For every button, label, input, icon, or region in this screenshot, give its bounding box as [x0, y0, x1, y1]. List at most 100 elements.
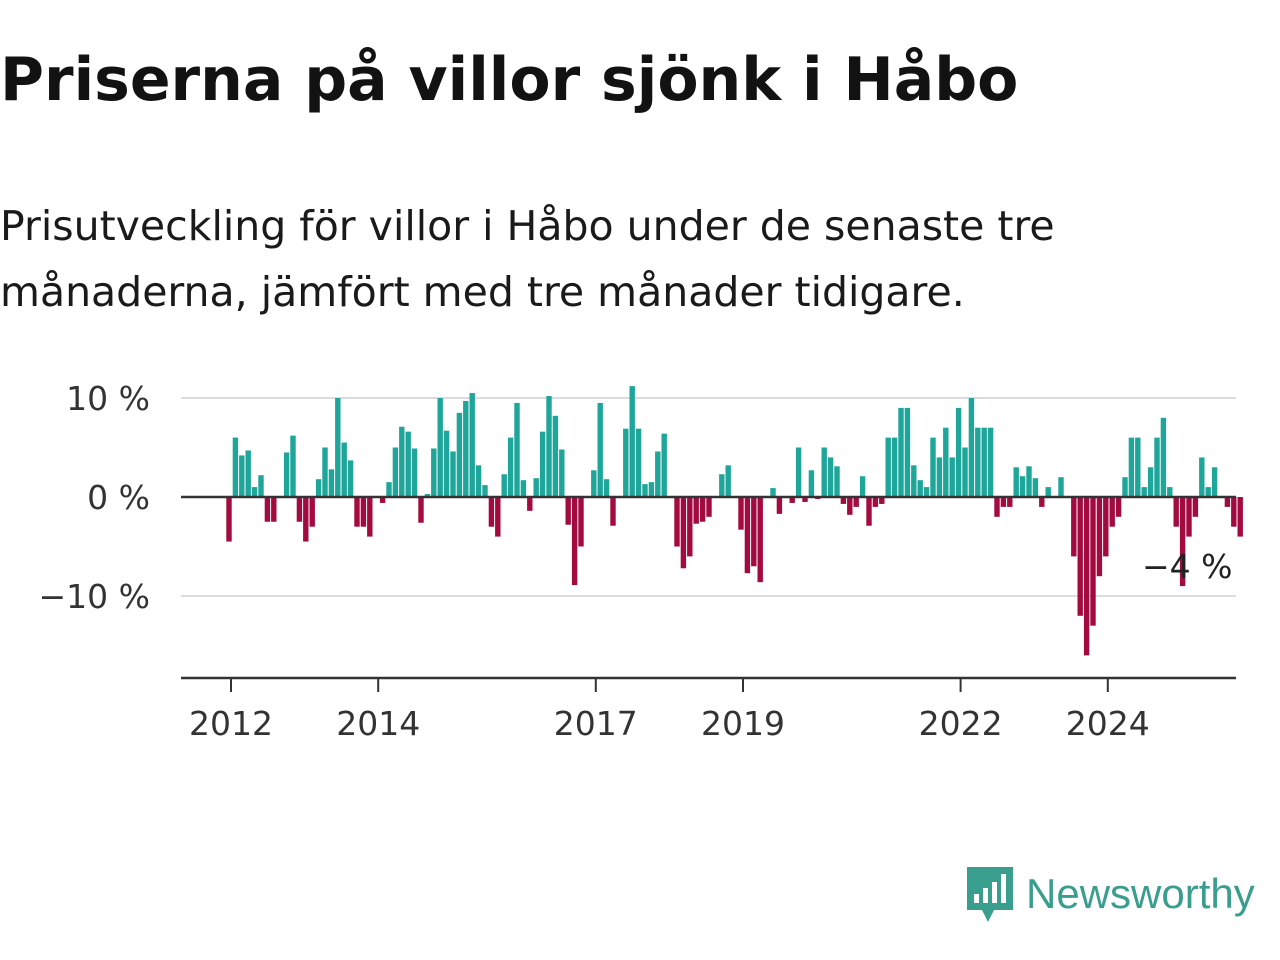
bar	[1122, 477, 1128, 497]
bar	[341, 442, 347, 497]
bar	[629, 386, 635, 497]
bar	[955, 407, 962, 497]
bar	[392, 447, 399, 497]
bar	[661, 433, 667, 497]
bar	[367, 497, 373, 537]
bar	[738, 497, 744, 530]
y-tick-label: −10 %	[39, 577, 151, 616]
bar	[1141, 487, 1147, 497]
bar	[1160, 417, 1167, 497]
bar	[456, 412, 463, 497]
bar	[1077, 497, 1083, 616]
bar	[552, 415, 559, 497]
bar	[693, 497, 699, 524]
bar	[968, 398, 975, 497]
x-tick-label: 2017	[554, 704, 638, 743]
bar	[296, 497, 303, 522]
bar	[533, 478, 539, 497]
bar	[975, 427, 981, 497]
bar	[258, 475, 264, 497]
bar-chart: 10 % 0 % −10 % 2012 2014 2017 2019 2022 2024 −4…	[39, 379, 1243, 743]
y-tick-label: 10 %	[66, 379, 150, 418]
bar	[943, 427, 949, 497]
bar	[847, 497, 853, 515]
bar	[424, 494, 431, 497]
bar	[1237, 497, 1243, 537]
bar	[303, 497, 309, 542]
bar	[578, 497, 584, 547]
bar	[507, 437, 514, 497]
bar	[232, 437, 239, 497]
bar	[354, 497, 360, 527]
bar	[1103, 497, 1109, 557]
bar	[597, 402, 603, 497]
bar	[1231, 497, 1237, 527]
brand-logo: Newsworthy	[964, 862, 1255, 926]
bar	[514, 402, 520, 497]
bar	[898, 407, 904, 497]
bar	[911, 465, 917, 497]
bar	[891, 437, 898, 497]
bar	[853, 497, 859, 507]
bar	[1115, 497, 1122, 517]
bar	[962, 447, 968, 497]
bar	[1071, 497, 1077, 557]
gridlines	[181, 397, 1236, 597]
bar	[904, 407, 911, 497]
bar	[1045, 487, 1051, 497]
bar	[1109, 497, 1115, 527]
bar	[770, 488, 776, 497]
x-tick-label: 2019	[701, 704, 785, 743]
bar	[1000, 497, 1007, 507]
bar	[1199, 457, 1205, 497]
bar	[379, 497, 386, 503]
bar	[488, 497, 495, 527]
bar	[443, 430, 450, 497]
bar	[821, 447, 827, 497]
bar	[827, 457, 834, 497]
bar	[1147, 467, 1154, 497]
bar	[1058, 477, 1064, 497]
bar	[386, 482, 392, 497]
bar	[226, 497, 232, 542]
bar	[411, 448, 418, 497]
bar	[866, 497, 872, 526]
x-tick-label: 2012	[189, 704, 273, 743]
bar	[360, 497, 367, 527]
x-tick-label: 2014	[336, 704, 420, 743]
axes	[181, 495, 1236, 692]
bar	[680, 497, 687, 569]
bar	[1128, 437, 1135, 497]
bar	[450, 451, 456, 497]
bar	[879, 497, 885, 504]
bar	[335, 398, 341, 497]
bar	[431, 448, 437, 497]
bar	[463, 400, 469, 497]
bar	[527, 497, 533, 511]
bar	[706, 497, 712, 517]
bar	[1019, 476, 1026, 497]
bar	[757, 497, 763, 583]
bar	[501, 474, 507, 497]
bar	[808, 470, 815, 497]
y-tick-label: 0 %	[87, 478, 150, 517]
bar	[655, 451, 661, 497]
bar	[859, 476, 866, 497]
bar	[271, 497, 277, 522]
bar	[1173, 497, 1179, 527]
bar	[399, 426, 405, 497]
bar	[245, 450, 251, 497]
bar	[1090, 497, 1096, 626]
bar	[495, 497, 501, 537]
bar	[834, 466, 840, 497]
bar	[642, 484, 648, 497]
bar	[917, 480, 923, 497]
bar	[1167, 487, 1173, 497]
bar	[719, 474, 725, 497]
bar	[623, 428, 629, 497]
bar	[264, 497, 271, 522]
bar	[437, 398, 443, 497]
x-tick-label: 2022	[919, 704, 1003, 743]
bar	[789, 497, 795, 503]
bar	[322, 447, 328, 497]
